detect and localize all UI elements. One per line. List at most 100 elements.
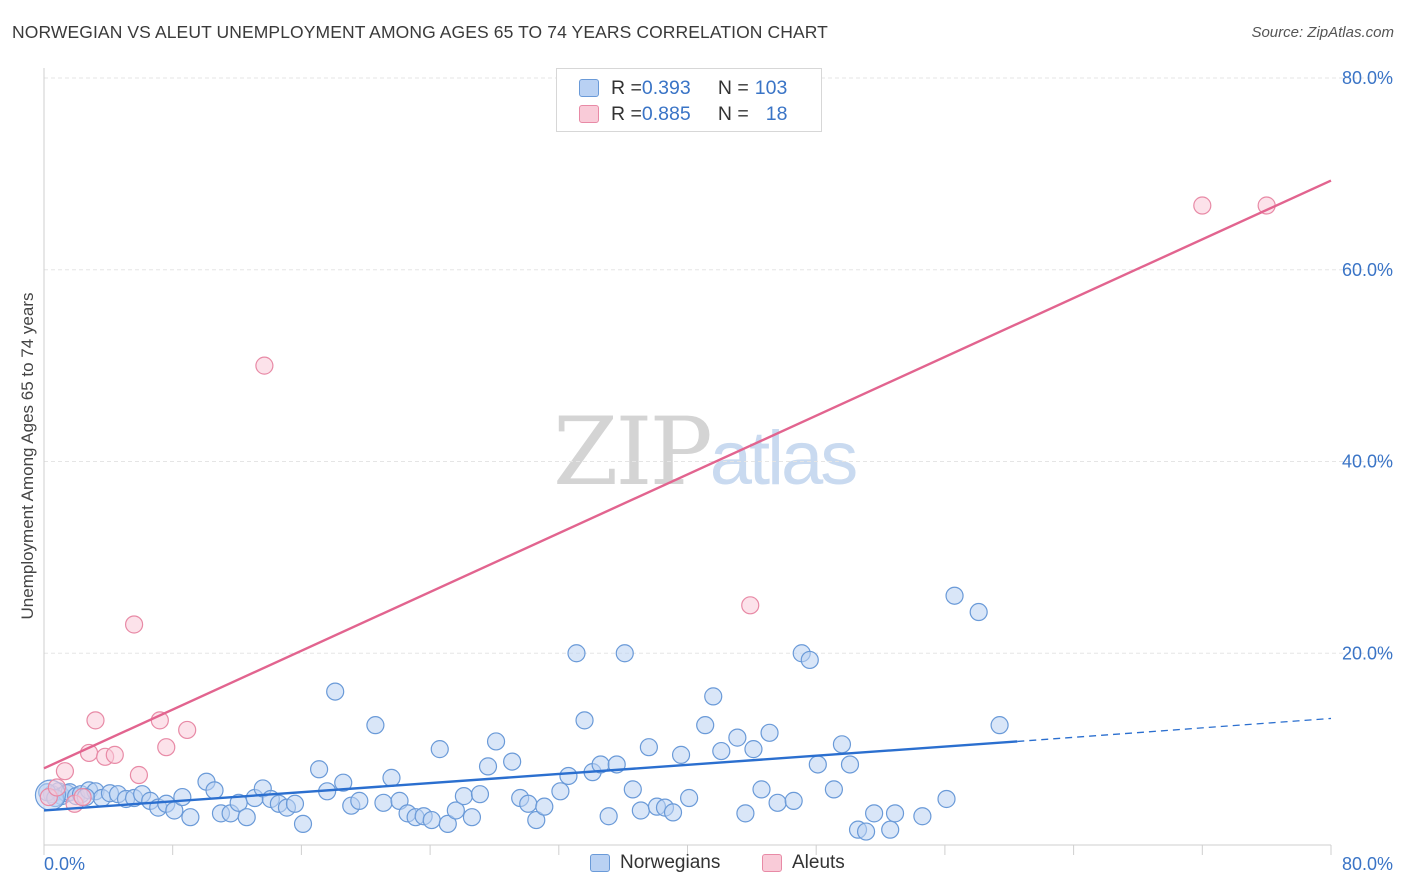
bottom-swatch-blue [590, 854, 610, 872]
axes [43, 68, 1332, 855]
y-tick-label: 60.0% [1342, 260, 1393, 280]
norwegian-point [181, 808, 200, 827]
norwegian-point [712, 741, 731, 761]
norwegian-point [885, 804, 905, 823]
norwegian-point [285, 794, 305, 813]
norwegian-point [990, 716, 1009, 735]
legend-n-value: 18 [765, 102, 788, 125]
norwegian-point [832, 735, 852, 754]
norwegian-point [430, 740, 449, 759]
legend-r-label: R = [611, 76, 642, 99]
norwegian-point [486, 732, 506, 751]
grid-lines [44, 77, 1392, 654]
norwegian-point [535, 797, 554, 816]
aleut-point [55, 762, 75, 781]
norwegian-point [680, 788, 699, 808]
norwegian-point [173, 787, 192, 807]
legend-n-value: 103 [754, 76, 788, 99]
trend-lines [43, 179, 1332, 812]
norwegian-point [663, 803, 683, 822]
aleut-point [129, 765, 149, 785]
aleut-point [255, 356, 274, 375]
norwegian-point [559, 766, 578, 786]
norwegian-trend-line [43, 740, 1018, 812]
aleut-point [124, 615, 144, 634]
norwegian-point [736, 804, 755, 823]
aleut-point [47, 778, 66, 797]
norwegian-point [856, 822, 876, 841]
norwegian-point [937, 789, 956, 809]
norwegian-point [881, 820, 900, 839]
source-label: Source: ZipAtlas.com [1251, 24, 1394, 41]
norwegian-point [671, 745, 691, 764]
norwegian-point [326, 682, 345, 701]
legend-n-label: N = [717, 76, 749, 99]
norwegian-point [615, 644, 634, 663]
bottom-legend-label: Norwegians [620, 852, 721, 873]
norwegian-point [237, 808, 256, 827]
legend-r-value: 0.885 [641, 102, 691, 125]
bottom-legend-norwegians: Norwegians [590, 852, 720, 874]
y-tick-label: 20.0% [1342, 643, 1393, 663]
bottom-swatch-pink [762, 854, 782, 872]
norwegian-point [728, 728, 747, 747]
norwegian-point [366, 716, 385, 735]
y-tick-label: 40.0% [1342, 452, 1393, 472]
norwegian-point [527, 810, 546, 830]
norwegian-point [205, 781, 224, 800]
norwegian-point [768, 793, 787, 812]
norwegian-point [309, 760, 329, 779]
norwegian-point [462, 808, 482, 827]
x-tick-label: 0.0% [44, 854, 85, 874]
stats-legend: R = 0.393 N = 103 R = 0.885 N = 18 [556, 68, 822, 132]
aleut-point [73, 787, 92, 807]
norwegian-point [744, 740, 763, 759]
norwegian-point [575, 711, 594, 730]
legend-r-value: 0.393 [641, 76, 691, 99]
norwegian-point [808, 755, 827, 774]
norwegian-point [438, 814, 457, 834]
norwegian-point [639, 738, 658, 757]
norwegian-point [913, 807, 932, 826]
norwegian-point [752, 780, 771, 799]
y-axis-label: Unemployment Among Ages 65 to 74 years [18, 292, 37, 620]
legend-row-aleuts: R = 0.885 N = 18 [579, 102, 787, 126]
norwegian-point [800, 650, 819, 670]
aleut-point [86, 711, 105, 730]
legend-r-label: R = [611, 102, 642, 125]
norwegian-point [350, 791, 369, 810]
bottom-legend-aleuts: Aleuts [762, 852, 845, 874]
norwegian-point [382, 768, 401, 787]
norwegian-point [470, 785, 490, 804]
y-tick-label: 80.0% [1342, 68, 1393, 88]
norwegian-point [478, 757, 498, 776]
legend-swatch-pink [579, 105, 599, 123]
chart-title: NORWEGIAN VS ALEUT UNEMPLOYMENT AMONG AG… [12, 22, 828, 42]
norwegian-point [623, 780, 642, 799]
aleut-point [105, 745, 124, 764]
legend-swatch-blue [579, 79, 599, 97]
norwegian-point [704, 687, 723, 706]
aleut-point [1193, 196, 1212, 215]
norwegian-point [293, 814, 313, 834]
aleut-point [741, 596, 760, 615]
aleut-point [178, 720, 197, 740]
aleut-point [157, 738, 176, 757]
norwegian-point [422, 810, 441, 830]
norwegian-point [840, 755, 860, 774]
norwegian-point [824, 780, 843, 799]
norwegian-trend-extension [1017, 717, 1332, 743]
tick-labels: 20.0% 40.0% 60.0% 80.0% 0.0% 80.0% [44, 68, 1393, 874]
norwegian-point [519, 794, 538, 813]
bottom-legend-label: Aleuts [792, 852, 845, 873]
norwegian-point [784, 791, 803, 810]
watermark: ZIPatlas [553, 398, 858, 507]
legend-row-norwegians: R = 0.393 N = 103 [579, 76, 787, 100]
watermark-zip: ZIP [553, 398, 713, 507]
norwegian-point [446, 801, 465, 820]
norwegian-point [454, 787, 473, 806]
norwegian-point [631, 801, 650, 820]
legend-n-label: N = [717, 102, 749, 125]
norwegian-point [374, 793, 393, 812]
